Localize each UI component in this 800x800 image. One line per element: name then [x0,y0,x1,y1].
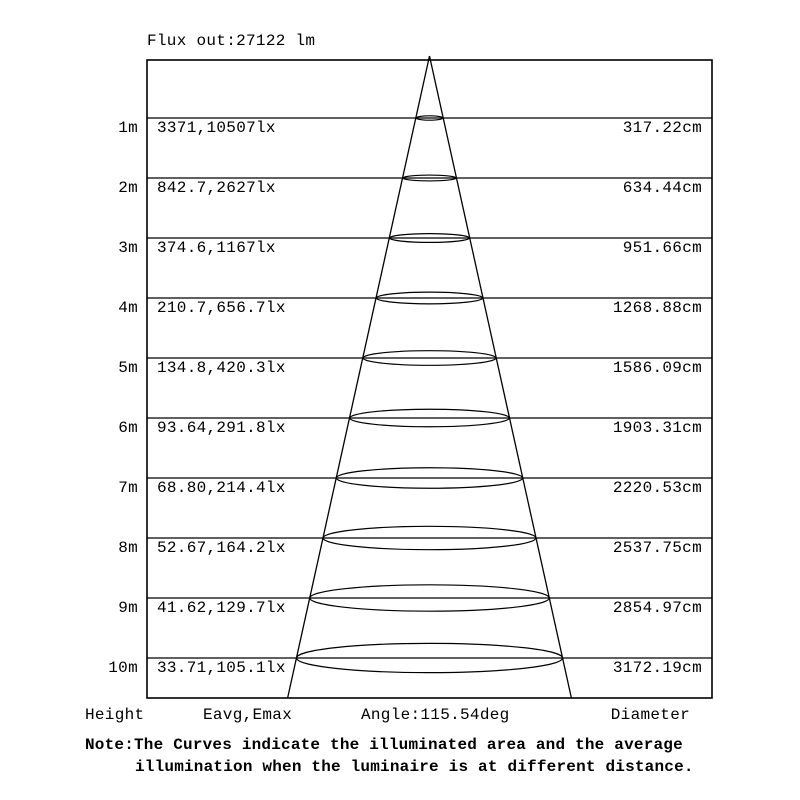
row-eavg-emax-value: 52.67,164.2lx [157,539,286,557]
row-eavg-emax-value: 3371,10507lx [157,119,276,137]
illuminated-area-ellipse [322,525,537,551]
illuminated-area-ellipse [335,467,524,489]
note-text-line1: Note:The Curves indicate the illuminated… [85,736,683,754]
row-height-label: 2m [118,179,138,197]
row-eavg-emax-value: 33.71,105.1lx [157,659,286,677]
illuminated-area-ellipse [362,350,497,366]
row-diameter-value: 2854.97cm [612,599,702,617]
cone-right-edge [428,55,573,699]
flux-output-title: Flux out:27122 lm [147,32,316,50]
row-eavg-emax-value: 374.6,1167lx [157,239,276,257]
row-diameter-value: 1586.09cm [612,359,702,377]
row-eavg-emax-value: 842.7,2627lx [157,179,276,197]
cone-left-edge [286,55,431,699]
illuminated-area-ellipses [295,115,564,674]
row-diameter-value: 634.44cm [622,179,702,197]
note-text-line2: illumination when the luminaire is at di… [135,758,694,776]
illuminated-area-ellipse [295,642,564,674]
footer-label-height: Height [85,706,145,724]
row-height-label: 10m [108,659,138,677]
illuminated-area-ellipse [349,408,510,428]
illuminated-area-ellipse [375,291,484,305]
row-height-label: 5m [118,359,138,377]
row-diameter-value: 2537.75cm [612,539,702,557]
row-diameter-value: 3172.19cm [612,659,702,677]
illuminated-area-ellipse [388,233,471,243]
row-eavg-emax-value: 210.7,656.7lx [157,299,286,317]
footer-label-diameter: Diameter [610,706,690,724]
illuminated-area-ellipse [309,584,550,612]
row-diameter-value: 951.66cm [622,239,702,257]
row-diameter-value: 317.22cm [622,119,702,137]
row-height-label: 8m [118,539,138,557]
row-diameter-value: 1268.88cm [612,299,702,317]
grid-lines [147,117,712,659]
light-cone-outline [286,55,573,699]
row-height-label: 7m [118,479,138,497]
row-diameter-value: 1903.31cm [612,419,702,437]
footer-label-eavg-emax: Eavg,Emax [203,706,293,724]
row-eavg-emax-value: 93.64,291.8lx [157,419,286,437]
row-height-label: 9m [118,599,138,617]
illuminated-area-ellipse [415,115,444,121]
table-frame [146,59,713,699]
row-height-label: 1m [118,119,138,137]
row-eavg-emax-value: 134.8,420.3lx [157,359,286,377]
footer-label-beam-angle: Angle:115.54deg [361,706,510,724]
row-eavg-emax-value: 41.62,129.7lx [157,599,286,617]
row-height-label: 4m [118,299,138,317]
row-eavg-emax-value: 68.80,214.4lx [157,479,286,497]
illuminated-area-ellipse [402,174,457,182]
row-diameter-value: 2220.53cm [612,479,702,497]
row-height-label: 3m [118,239,138,257]
row-height-label: 6m [118,419,138,437]
